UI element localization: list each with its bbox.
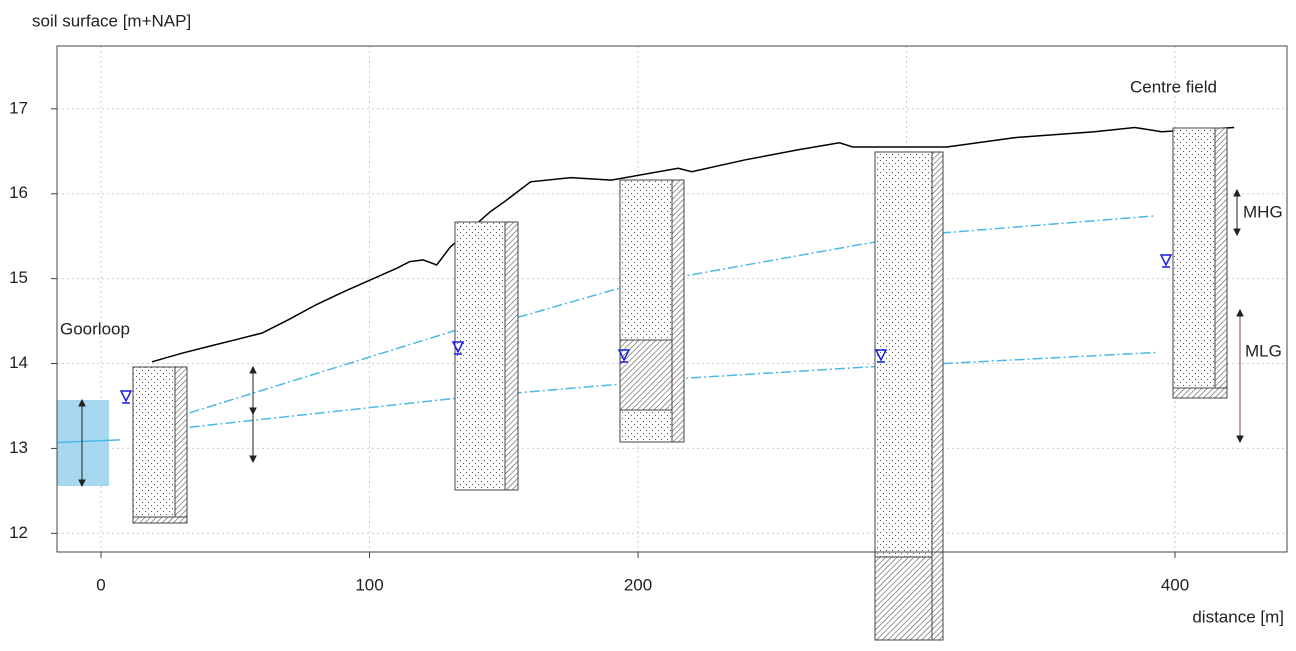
y-tick-label: 13	[9, 438, 28, 457]
y-tick-label: 14	[9, 353, 28, 372]
x-tick-label: 200	[624, 575, 652, 594]
y-axis-label: soil surface [m+NAP]	[32, 11, 191, 30]
y-tick-label: 15	[9, 268, 28, 287]
x-axis-label: distance [m]	[1192, 607, 1284, 626]
chart: soil surface [m+NAP] distance [m] 0 100 20…	[0, 0, 1296, 646]
series-line	[152, 128, 1234, 362]
y-tick-label: 17	[9, 98, 28, 117]
annotation: Centre field	[1130, 77, 1217, 96]
x-tick-label: 100	[355, 575, 383, 594]
boreholes	[133, 128, 1227, 640]
x-tick-label: 400	[1161, 575, 1189, 594]
y-tick-label: 16	[9, 183, 28, 202]
ditch-water	[57, 400, 109, 486]
series-label: MHG	[1243, 202, 1283, 221]
annotation: Goorloop	[60, 319, 130, 338]
series-label: MLG	[1245, 341, 1282, 360]
y-tick-label: 12	[9, 523, 28, 542]
x-tick-label: 0	[96, 575, 105, 594]
